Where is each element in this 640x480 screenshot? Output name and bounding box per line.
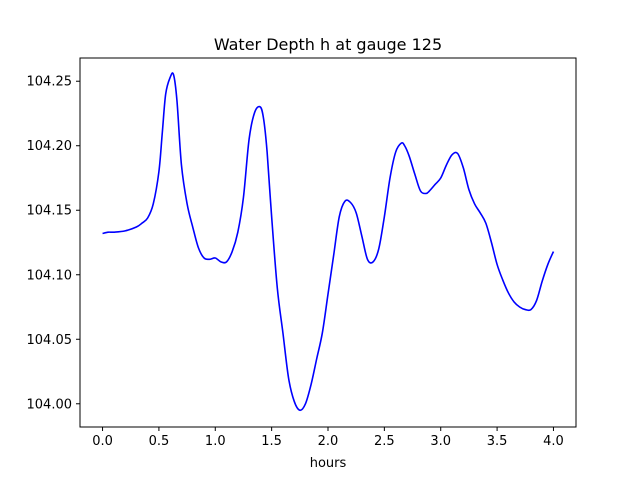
y-tick-label: 104.00 bbox=[27, 397, 73, 412]
series-layer bbox=[102, 72, 555, 412]
x-tick-label: 0.5 bbox=[149, 434, 170, 449]
x-tick-label: 2.0 bbox=[318, 434, 339, 449]
chart-title: Water Depth h at gauge 125 bbox=[214, 35, 442, 54]
x-axis-label: hours bbox=[310, 456, 347, 471]
x-tick-label: 4.0 bbox=[543, 434, 564, 449]
y-tick-label: 104.15 bbox=[27, 204, 73, 219]
y-tick-label: 104.20 bbox=[27, 139, 73, 154]
x-tick-label: 3.0 bbox=[430, 434, 451, 449]
y-axis: 104.00 104.05 104.10 104.15 104.20 104.25 bbox=[27, 75, 80, 412]
x-tick-label: 2.5 bbox=[374, 434, 395, 449]
x-tick-label: 0.0 bbox=[92, 434, 113, 449]
x-tick-label: 3.5 bbox=[487, 434, 508, 449]
y-tick-label: 104.05 bbox=[27, 333, 73, 348]
series-line-0 bbox=[102, 72, 555, 412]
y-tick-label: 104.10 bbox=[27, 268, 73, 283]
x-tick-label: 1.5 bbox=[261, 434, 282, 449]
axes-frame bbox=[79, 57, 577, 428]
y-tick-label: 104.25 bbox=[27, 75, 73, 90]
x-tick-label: 1.0 bbox=[205, 434, 226, 449]
x-axis: 0.0 0.5 1.0 1.5 2.0 2.5 3.0 3.5 4.0 bbox=[92, 427, 564, 449]
